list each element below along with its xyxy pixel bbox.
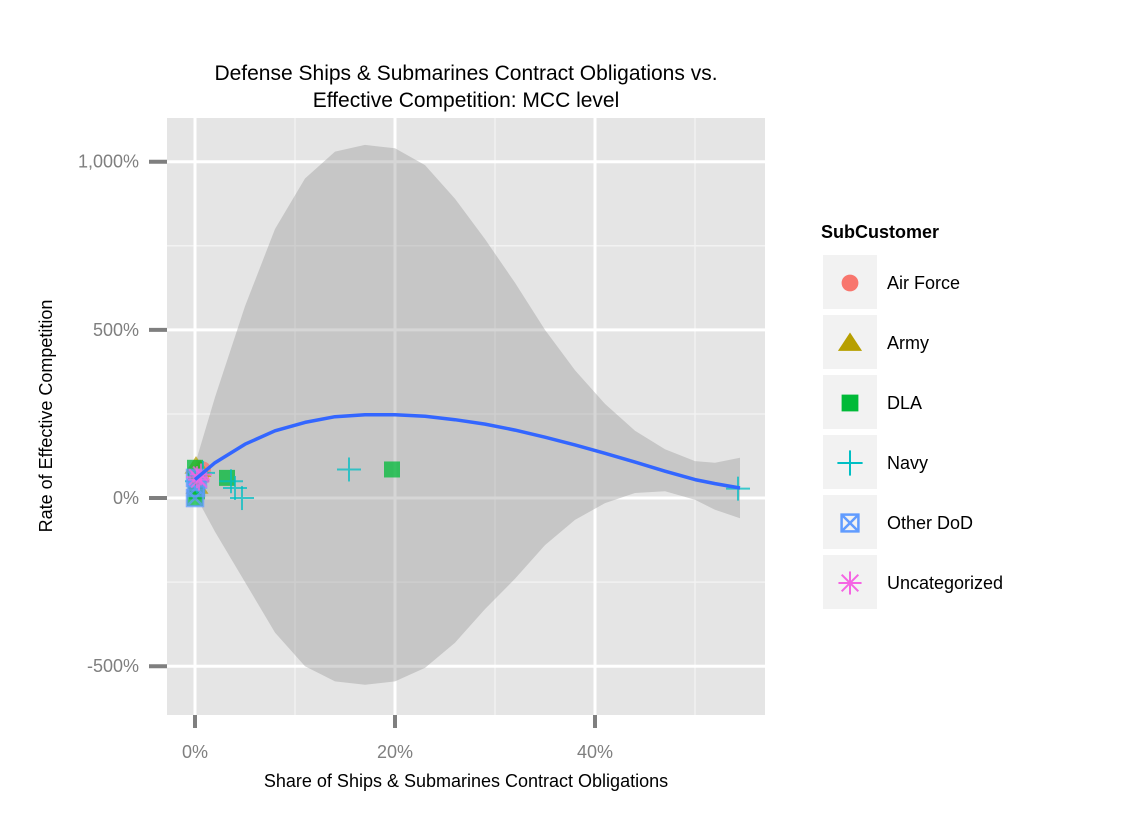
data-point-navy <box>337 457 361 482</box>
y-tick-label: 0% <box>113 488 139 508</box>
y-axis-title: Rate of Effective Competition <box>36 300 56 533</box>
legend-key-asterisk <box>838 571 862 595</box>
legend-item-air-force: Air Force <box>823 255 960 309</box>
smooth-line <box>193 412 741 490</box>
y-tick-label: 1,000% <box>78 152 139 172</box>
legend-key-plus <box>837 450 863 476</box>
legend-label: Uncategorized <box>887 573 1003 593</box>
x-axis-title: Share of Ships & Submarines Contract Obl… <box>264 771 668 791</box>
legend-label: Navy <box>887 453 928 473</box>
legend-key-triangle <box>837 332 863 351</box>
y-tick-label: -500% <box>87 656 139 676</box>
legend-item-dla: DLA <box>823 375 922 429</box>
chart-title-line-1: Defense Ships & Submarines Contract Obli… <box>214 62 717 85</box>
legend-label: Air Force <box>887 273 960 293</box>
y-tick-label: 500% <box>93 320 139 340</box>
legend-item-army: Army <box>823 315 929 369</box>
legend: SubCustomer Air Force Army DLA Navy Other Do… <box>821 222 1003 609</box>
legend-label: Army <box>887 333 929 353</box>
data-point-navy <box>219 469 243 494</box>
legend-label: Other DoD <box>887 513 973 533</box>
grid <box>167 118 765 715</box>
legend-title: SubCustomer <box>821 222 939 242</box>
legend-key-boxed-x <box>840 513 860 533</box>
x-tick-label: 20% <box>377 742 413 762</box>
legend-item-other-dod: Other DoD <box>823 495 973 549</box>
axes: 0% 20% 40% -500% 0% 500% 1,000% <box>78 152 613 762</box>
confidence-band <box>195 144 740 685</box>
smooth-path <box>193 412 741 490</box>
chart-titles: Defense Ships & Submarines Contract Obli… <box>214 62 717 112</box>
chart-title-line-2: Effective Competition: MCC level <box>313 89 620 112</box>
x-tick-label: 40% <box>577 742 613 762</box>
data-point-dla <box>384 461 400 478</box>
confidence-ribbon <box>195 144 740 685</box>
legend-item-navy: Navy <box>823 435 928 489</box>
x-tick-label: 0% <box>182 742 208 762</box>
legend-key-square <box>841 394 859 412</box>
legend-label: DLA <box>887 393 922 413</box>
legend-item-uncategorized: Uncategorized <box>823 555 1003 609</box>
data-point-dla <box>219 469 235 486</box>
plot-panel <box>167 118 765 715</box>
legend-key-circle <box>841 274 859 292</box>
data-point-navy <box>230 486 254 511</box>
